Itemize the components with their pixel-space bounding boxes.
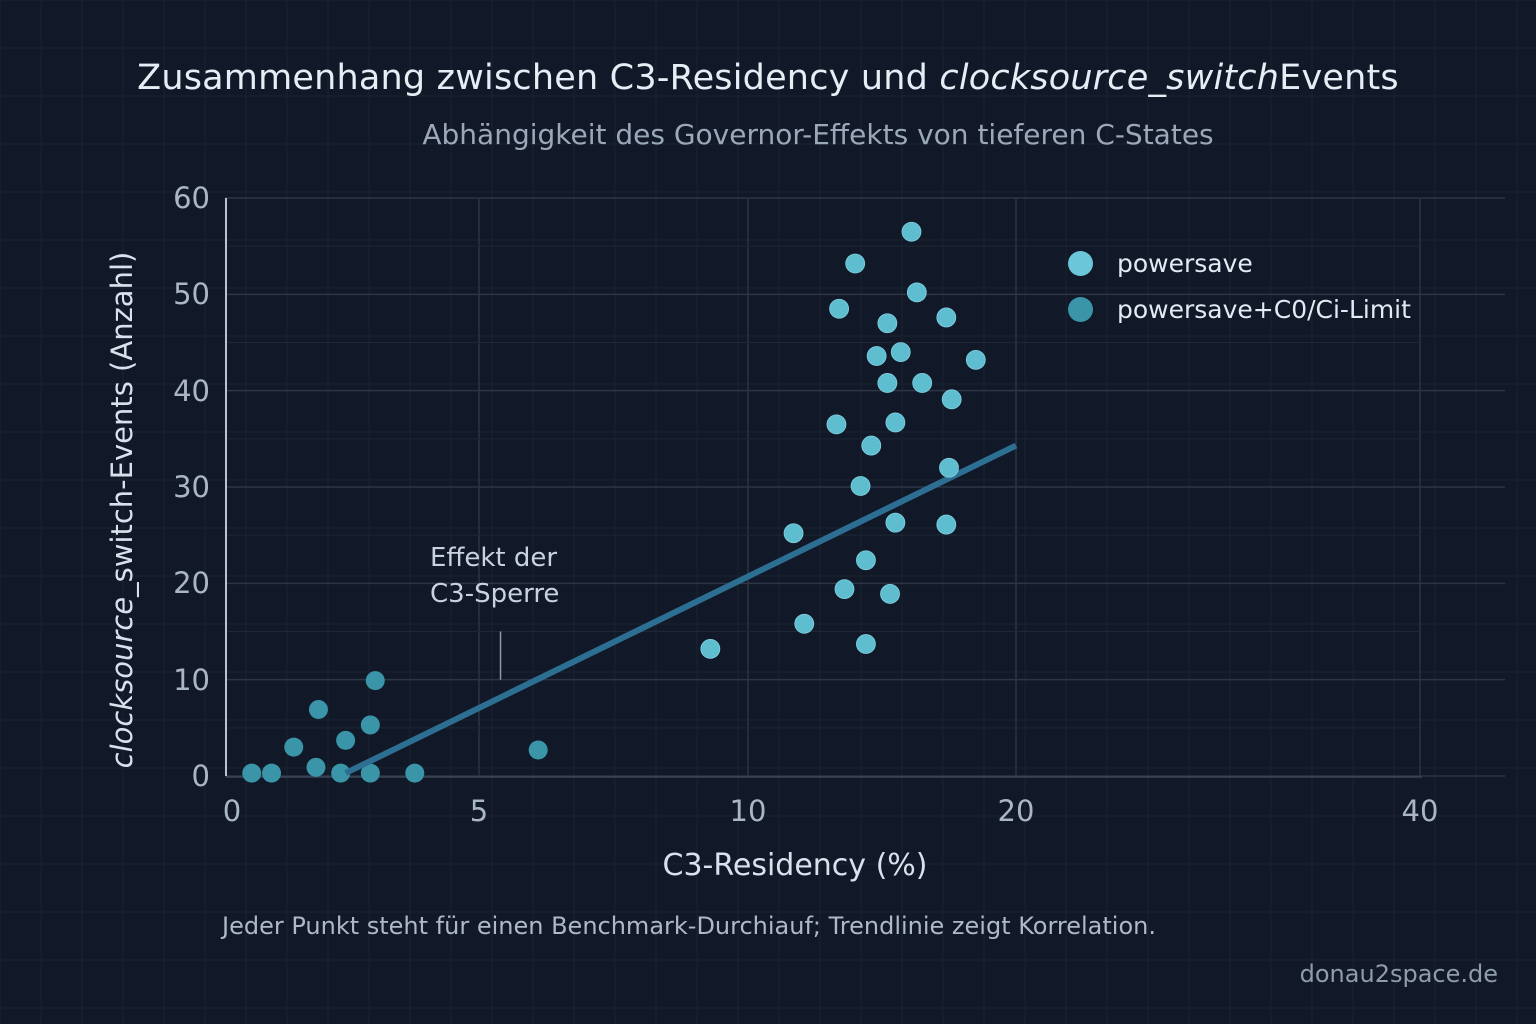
data-point-powersave-limit [331, 763, 351, 783]
data-point-powersave [941, 389, 962, 410]
data-point-powersave [965, 349, 986, 370]
title-part-3: Events [1279, 58, 1399, 98]
data-point-powersave-limit [336, 730, 356, 750]
data-point-powersave [880, 584, 900, 604]
data-point-powersave [794, 613, 815, 634]
annotation-c3-sperre: Effekt der C3-Sperre [430, 540, 559, 612]
legend-marker-icon [1068, 250, 1093, 276]
title-part-1: Zusammenhang zwischen C3-Residency und [137, 58, 940, 98]
data-point-powersave [877, 373, 898, 393]
annotation-line-2: C3-Sperre [430, 579, 560, 609]
data-point-powersave [877, 313, 898, 334]
legend: powersave powersave+C0/Ci-Limit [1068, 240, 1411, 332]
data-point-powersave [936, 307, 957, 328]
x-tick-label: 10 [729, 794, 767, 828]
data-point-powersave [890, 342, 911, 363]
chart-subtitle: Abhängigkeit des Governor-Effekts von ti… [422, 118, 1214, 151]
data-point-powersave [845, 253, 866, 274]
annotation-line-1: Effekt der [430, 543, 558, 573]
y-tick-label: 40 [173, 373, 210, 408]
legend-item-powersave-limit[interactable]: powersave+C0/Ci-Limit [1068, 286, 1411, 332]
data-point-powersave [866, 346, 887, 366]
x-tick-label: 0 [222, 794, 242, 828]
data-point-powersave-limit [365, 671, 385, 691]
y-tick-label: 60 [173, 181, 210, 215]
credit-link[interactable]: donau2space.de [1299, 960, 1498, 988]
data-point-powersave [850, 476, 871, 496]
legend-marker-icon [1068, 296, 1093, 322]
chart-title: Zusammenhang zwischen C3-Residency und c… [0, 58, 1536, 98]
data-point-powersave-limit [405, 763, 425, 783]
data-point-powersave [906, 282, 927, 303]
y-axis-label: clocksource_switch-Events (Anzahl) [105, 252, 139, 769]
data-point-powersave-limit [284, 737, 304, 757]
y-tick-label: 0 [191, 759, 210, 793]
title-part-2: clocksource_switch [939, 58, 1280, 98]
x-tick-label: 20 [997, 794, 1035, 828]
y-tick-label: 10 [173, 662, 210, 697]
y-tick-label: 50 [173, 277, 210, 312]
data-point-powersave [829, 298, 850, 319]
data-point-powersave [856, 634, 876, 654]
data-point-powersave [939, 457, 959, 478]
data-point-powersave [783, 523, 804, 544]
legend-label: powersave+C0/Ci-Limit [1117, 294, 1411, 324]
y-tick-label: 30 [173, 470, 210, 504]
data-point-powersave [856, 550, 876, 571]
data-point-powersave [901, 221, 922, 242]
footnote: Jeder Punkt steht für einen Benchmark-Du… [222, 912, 1156, 940]
data-point-powersave [885, 512, 906, 533]
data-point-powersave-limit [528, 740, 548, 760]
y-tick-label: 20 [173, 566, 210, 601]
data-point-powersave-limit [306, 757, 326, 777]
x-tick-label: 5 [469, 794, 489, 828]
data-point-powersave [861, 435, 882, 456]
data-point-powersave [936, 514, 957, 535]
data-point-powersave-limit [308, 700, 328, 720]
data-point-powersave-limit [360, 763, 380, 783]
data-point-powersave-limit [262, 763, 282, 783]
data-point-powersave [700, 638, 721, 659]
data-point-powersave [834, 579, 855, 600]
data-point-powersave-limit [242, 763, 262, 783]
y-axis-label-part-2: _switch-Events (Anzahl) [105, 251, 139, 597]
data-point-powersave [885, 412, 906, 433]
legend-label: powersave [1117, 248, 1253, 278]
x-tick-label: 40 [1401, 794, 1439, 828]
data-point-powersave-limit [360, 715, 380, 735]
y-axis-label-part-1: clocksource [105, 596, 139, 769]
x-axis-label: C3-Residency (%) [662, 848, 928, 883]
data-point-powersave [826, 414, 847, 435]
trendline [344, 442, 1018, 776]
legend-item-powersave[interactable]: powersave [1068, 240, 1411, 286]
data-point-powersave [912, 373, 933, 393]
